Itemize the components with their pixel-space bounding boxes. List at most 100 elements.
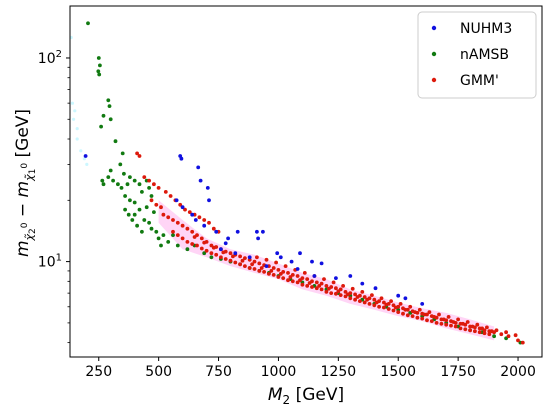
- point-nuhm3: [223, 241, 228, 246]
- point-gmm: [219, 255, 223, 260]
- point-gmm: [334, 291, 338, 296]
- point-gmm: [197, 215, 202, 220]
- point-nuhm3: [205, 186, 210, 190]
- point-nuhm3: [196, 165, 201, 170]
- point-gmm: [322, 277, 326, 281]
- point-gmm: [199, 246, 204, 251]
- point-gmm: [310, 285, 314, 289]
- point-gmm: [516, 338, 520, 343]
- point-gmm: [393, 305, 398, 310]
- point-namsb: [116, 182, 120, 187]
- point-nuhm3: [278, 255, 283, 260]
- point-gmm: [149, 198, 154, 203]
- point-gmm: [386, 307, 391, 311]
- point-gmm: [262, 270, 266, 274]
- point-nuhm3: [198, 178, 203, 183]
- point-namsb: [142, 218, 147, 222]
- point-gmm: [362, 300, 367, 305]
- point-gmm: [178, 202, 183, 207]
- x-tick-label: 250: [85, 364, 112, 380]
- point-gmm: [168, 194, 173, 198]
- point-nuhm3: [396, 293, 401, 298]
- point-namsb: [86, 21, 90, 26]
- point-gmm: [389, 299, 393, 303]
- point-gmm: [314, 286, 319, 291]
- point-gmm: [482, 331, 487, 336]
- point-gmm: [190, 242, 195, 246]
- point-gmm: [252, 267, 257, 271]
- point-gmm: [228, 258, 233, 263]
- point-namsb: [132, 200, 137, 205]
- point-namsb: [132, 212, 137, 217]
- point-nuhm3: [275, 251, 280, 256]
- point-gmm: [317, 284, 322, 288]
- point-gmm: [350, 286, 355, 291]
- point-gmm: [391, 308, 396, 313]
- point-gmm: [223, 257, 228, 261]
- point-gmm: [247, 266, 252, 270]
- point-gmm: [269, 269, 274, 273]
- point-gmm: [475, 322, 480, 327]
- faint-point: [79, 149, 83, 153]
- point-gmm: [348, 296, 353, 301]
- point-nuhm3: [174, 198, 179, 203]
- point-gmm: [355, 295, 360, 299]
- point-namsb: [147, 220, 152, 225]
- point-gmm: [286, 278, 290, 283]
- point-gmm: [233, 260, 238, 265]
- point-gmm: [429, 319, 434, 323]
- x-tick-label: 1500: [380, 364, 416, 380]
- point-gmm: [520, 340, 525, 345]
- point-gmm: [307, 281, 312, 285]
- point-gmm: [154, 202, 159, 207]
- point-nuhm3: [83, 154, 88, 158]
- point-gmm: [147, 178, 152, 183]
- point-gmm: [240, 258, 245, 263]
- point-gmm: [372, 303, 377, 308]
- point-nuhm3: [233, 251, 238, 256]
- point-gmm: [403, 307, 408, 312]
- point-gmm: [487, 332, 492, 337]
- legend-marker-namsb: [431, 51, 437, 57]
- point-gmm: [171, 229, 175, 234]
- point-namsb: [152, 210, 156, 215]
- x-tick-label: 500: [145, 364, 172, 380]
- point-namsb: [123, 194, 127, 198]
- point-gmm: [209, 243, 214, 248]
- point-gmm: [180, 223, 185, 228]
- point-gmm: [451, 320, 456, 324]
- point-gmm: [163, 190, 168, 194]
- point-nuhm3: [226, 236, 231, 241]
- point-nuhm3: [403, 296, 408, 301]
- point-gmm: [238, 262, 243, 267]
- point-nuhm3: [310, 259, 314, 264]
- point-gmm: [456, 317, 460, 322]
- point-gmm: [175, 220, 180, 225]
- point-gmm: [398, 302, 403, 306]
- point-gmm: [243, 256, 247, 260]
- point-gmm: [185, 226, 190, 231]
- point-gmm: [209, 251, 214, 256]
- point-gmm: [156, 186, 161, 190]
- point-gmm: [458, 326, 463, 331]
- point-gmm: [211, 245, 216, 250]
- legend-marker-gmm: [431, 77, 437, 83]
- point-namsb: [119, 186, 124, 190]
- point-gmm: [288, 275, 293, 279]
- point-gmm: [513, 333, 518, 338]
- legend-marker-nuhm3: [431, 25, 437, 31]
- point-nuhm3: [348, 274, 353, 278]
- point-gmm: [252, 259, 257, 264]
- point-gmm: [353, 292, 357, 297]
- point-nuhm3: [256, 236, 260, 241]
- point-gmm: [444, 322, 449, 327]
- point-gmm: [278, 272, 283, 276]
- point-gmm: [468, 328, 472, 333]
- legend: NUHM3 nAMSB GMM': [417, 11, 537, 99]
- point-namsb: [159, 243, 163, 248]
- point-gmm: [504, 330, 508, 335]
- point-gmm: [324, 284, 329, 288]
- point-namsb: [127, 175, 132, 180]
- point-gmm: [243, 264, 247, 268]
